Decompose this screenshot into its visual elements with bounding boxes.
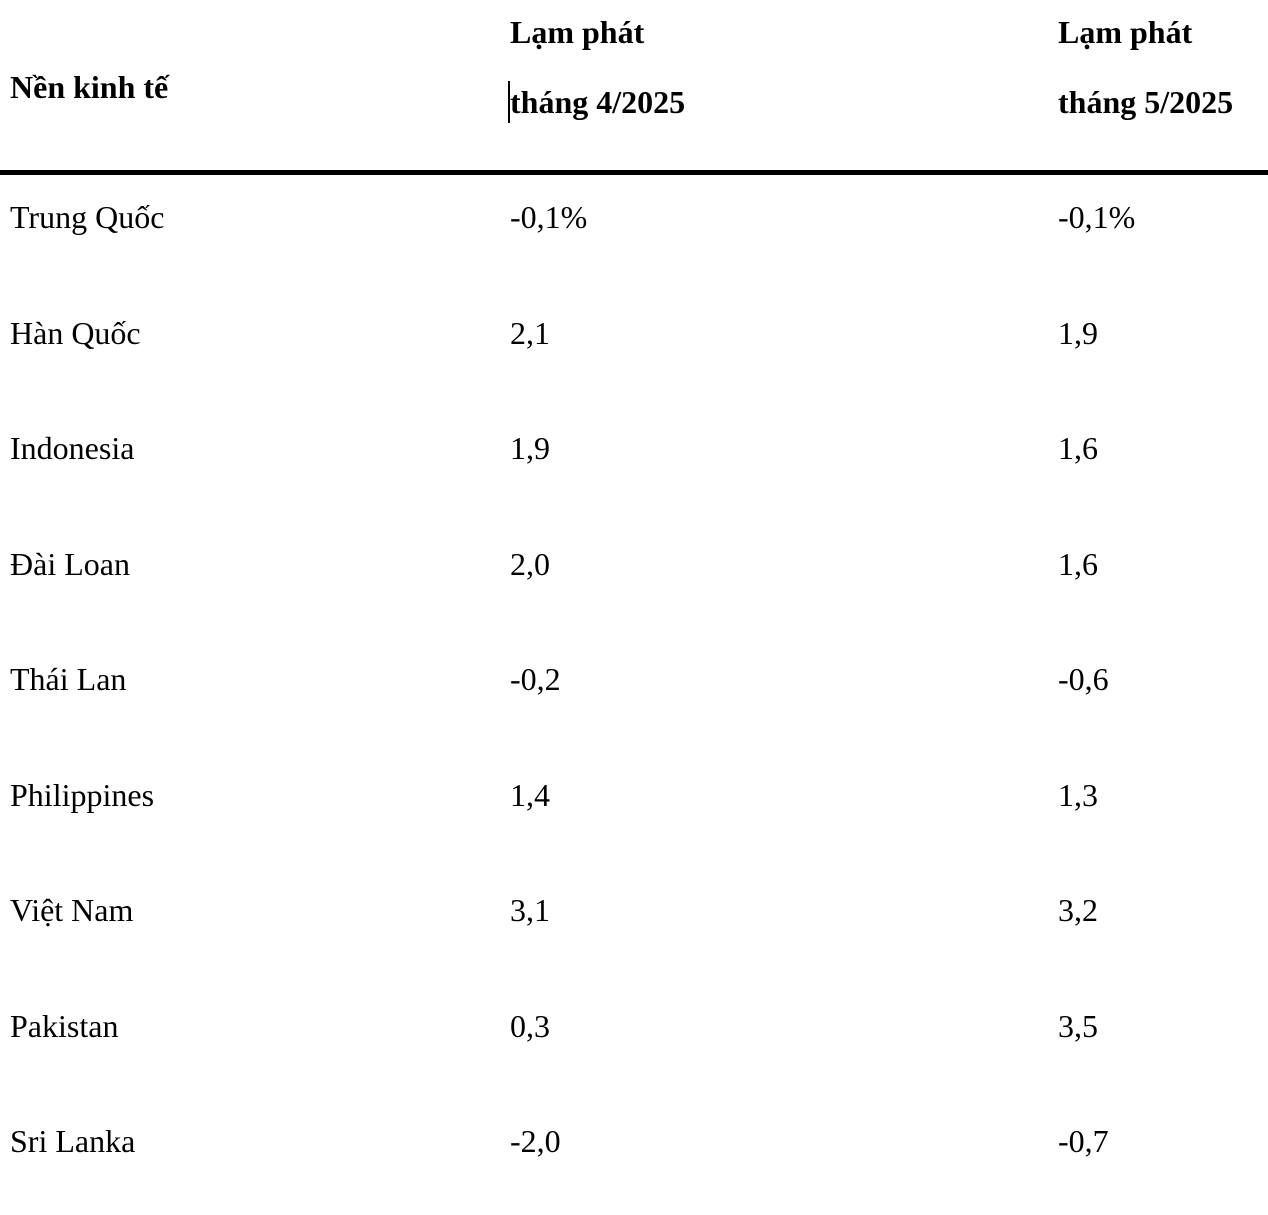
economy-cell: Trung Quốc [10,199,165,235]
economy-cell: Việt Nam [10,892,134,928]
economy-cell: Pakistan [10,1007,119,1044]
economy-cell: Philippines [10,776,155,813]
table-row: Trung Quốc -0,1% -0,1% [0,175,1268,291]
may-value-cell: 1,3 [1058,776,1098,813]
may-value-cell: 3,2 [1058,892,1098,928]
header-divider-rule [0,170,1268,175]
table-row: Philippines 1,4 1,3 [0,753,1268,869]
economy-cell: Indonesia [10,430,135,466]
col-header-april-line2: tháng 4/2025 [508,80,1058,124]
april-value-cell: 3,1 [510,892,550,928]
table-row: Đài Loan 2,0 1,6 [0,522,1268,638]
april-value-cell: 0,3 [510,1007,550,1044]
may-value-cell: 1,6 [1058,545,1098,582]
economy-cell: Đài Loan [10,545,130,582]
table-header-row: Nền kinh tế Lạm phát tháng 4/2025 Lạm ph… [0,0,1268,170]
economy-cell: Hàn Quốc [10,314,141,351]
col-header-april: Lạm phát tháng 4/2025 [508,0,1058,170]
table-row: Pakistan 0,3 3,5 [0,984,1268,1100]
col-header-may: Lạm phát tháng 5/2025 [1058,0,1268,170]
april-value-cell: 2,1 [510,314,550,351]
col-header-economy: Nền kinh tế [10,69,169,105]
april-value-cell: 2,0 [510,545,550,582]
april-value-cell: -2,0 [510,1123,561,1159]
may-value-cell: -0,6 [1058,661,1109,697]
april-value-cell: 1,4 [510,776,550,813]
text-cursor-caret [508,81,510,123]
col-header-may-line1: Lạm phát [1058,14,1193,50]
april-value-cell: -0,1% [510,199,588,235]
may-value-cell: -0,1% [1058,199,1136,235]
table-row: Hàn Quốc 2,1 1,9 [0,291,1268,407]
col-header-april-line2-text: tháng 4/2025 [510,84,686,120]
april-value-cell: 1,9 [510,430,550,466]
may-value-cell: 1,9 [1058,314,1098,351]
april-value-cell: -0,2 [510,661,561,697]
may-value-cell: 3,5 [1058,1007,1098,1044]
col-header-may-line2: tháng 5/2025 [1058,84,1234,120]
table-row: Thái Lan -0,2 -0,6 [0,637,1268,753]
table-body: Trung Quốc -0,1% -0,1% Hàn Quốc 2,1 1,9 … [0,175,1268,1215]
table-row: Sri Lanka -2,0 -0,7 [0,1099,1268,1215]
table-row: Indonesia 1,9 1,6 [0,406,1268,522]
table-row: Việt Nam 3,1 3,2 [0,868,1268,984]
may-value-cell: -0,7 [1058,1123,1109,1159]
col-header-april-line1: Lạm phát [510,14,645,50]
economy-cell: Thái Lan [10,661,127,697]
economy-cell: Sri Lanka [10,1123,136,1159]
may-value-cell: 1,6 [1058,430,1098,466]
